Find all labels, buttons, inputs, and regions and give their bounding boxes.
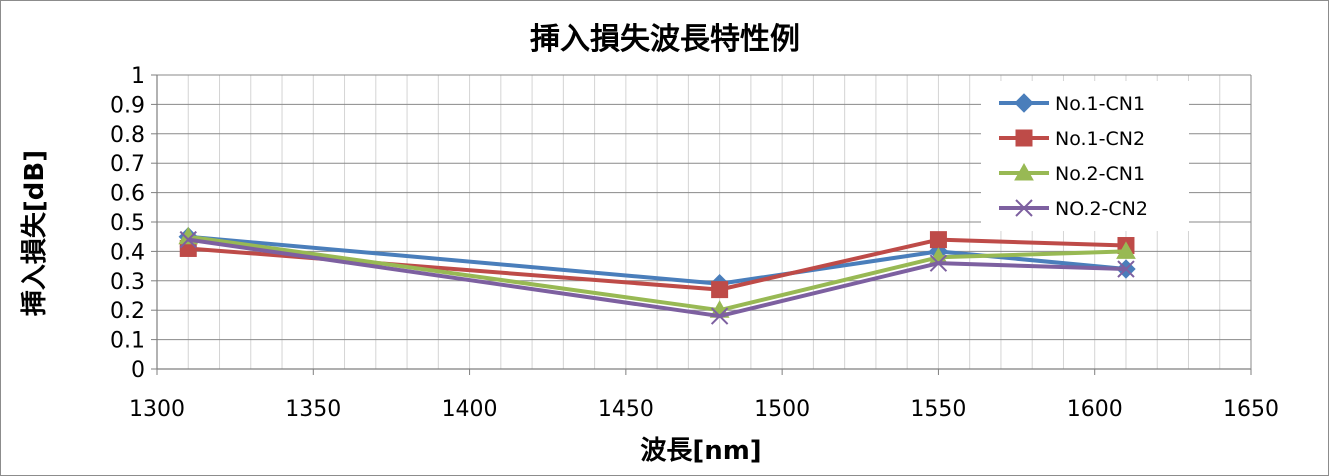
chart-title: 挿入損失波長特性例 — [530, 22, 800, 57]
y-tick-label: 0.5 — [110, 211, 145, 236]
y-tick-label: 0 — [131, 358, 145, 383]
data-point — [929, 254, 948, 272]
legend-label: No.1-CN1 — [1055, 93, 1145, 115]
series — [178, 226, 1136, 325]
marker-x — [1117, 260, 1135, 278]
data-point — [710, 307, 729, 325]
y-tick-label: 0.1 — [110, 329, 145, 354]
x-tick-label: 1450 — [598, 397, 654, 422]
x-tick-label: 1600 — [1067, 397, 1123, 422]
marker-square — [711, 281, 729, 299]
series-line — [187, 234, 1127, 313]
legend-item: No.2-CN1 — [999, 162, 1145, 185]
legend: No.1-CN1 No.1-CN2 No.2-CN1 NO.2-CN2 — [981, 81, 1189, 231]
series-line — [188, 237, 1127, 292]
x-tick-label: 1550 — [910, 397, 966, 422]
x-tick-label: 1350 — [285, 397, 341, 422]
marker-x — [1015, 199, 1033, 217]
y-tick-label: 0.4 — [110, 240, 145, 265]
marker-x — [179, 230, 197, 249]
marker-diamond — [1014, 93, 1034, 113]
legend-label: No.2-CN1 — [1055, 163, 1145, 185]
data-point — [1116, 241, 1136, 259]
y-tick-label: 0.9 — [110, 93, 145, 118]
x-tick-label: 1400 — [442, 397, 498, 422]
marker-triangle — [1116, 241, 1136, 259]
legend-item: NO.2-CN2 — [999, 198, 1148, 220]
series-NO.2-CN2 — [179, 230, 1135, 325]
marker-square — [929, 231, 947, 249]
data-point — [1117, 260, 1135, 278]
marker-square — [1015, 129, 1033, 147]
x-axis-title: 波長[nm] — [640, 436, 761, 466]
series-line — [188, 234, 1127, 286]
marker-x — [929, 254, 948, 272]
legend-label: No.1-CN2 — [1055, 128, 1145, 150]
x-tick-label: 1300 — [129, 397, 185, 422]
data-point — [929, 231, 947, 249]
series-No.1-CN2 — [179, 231, 1135, 299]
marker-triangle — [1014, 162, 1034, 181]
series-line — [187, 237, 1127, 319]
data-point — [179, 230, 197, 249]
legend-label: NO.2-CN2 — [1055, 198, 1148, 220]
y-tick-label: 0.7 — [110, 152, 145, 177]
x-tick-label: 1500 — [754, 397, 810, 422]
axes — [151, 74, 1252, 375]
tick-labels: 0 0.1 0.2 0.3 0.4 0.5 0.6 0.7 0.8 0.9 1 1300 1350 140… — [110, 64, 1279, 422]
data-point — [711, 281, 729, 299]
legend-item: No.1-CN1 — [999, 93, 1145, 115]
y-tick-label: 0.2 — [110, 299, 145, 324]
y-tick-label: 0.8 — [110, 123, 145, 148]
y-tick-label: 0.6 — [110, 182, 145, 207]
y-axis-title: 挿入損失[dB] — [20, 150, 50, 316]
y-tick-label: 0.3 — [110, 270, 145, 295]
marker-x — [710, 307, 729, 325]
x-tick-label: 1650 — [1223, 397, 1279, 422]
y-tick-label: 1 — [131, 64, 145, 89]
legend-item: No.1-CN2 — [999, 128, 1145, 150]
